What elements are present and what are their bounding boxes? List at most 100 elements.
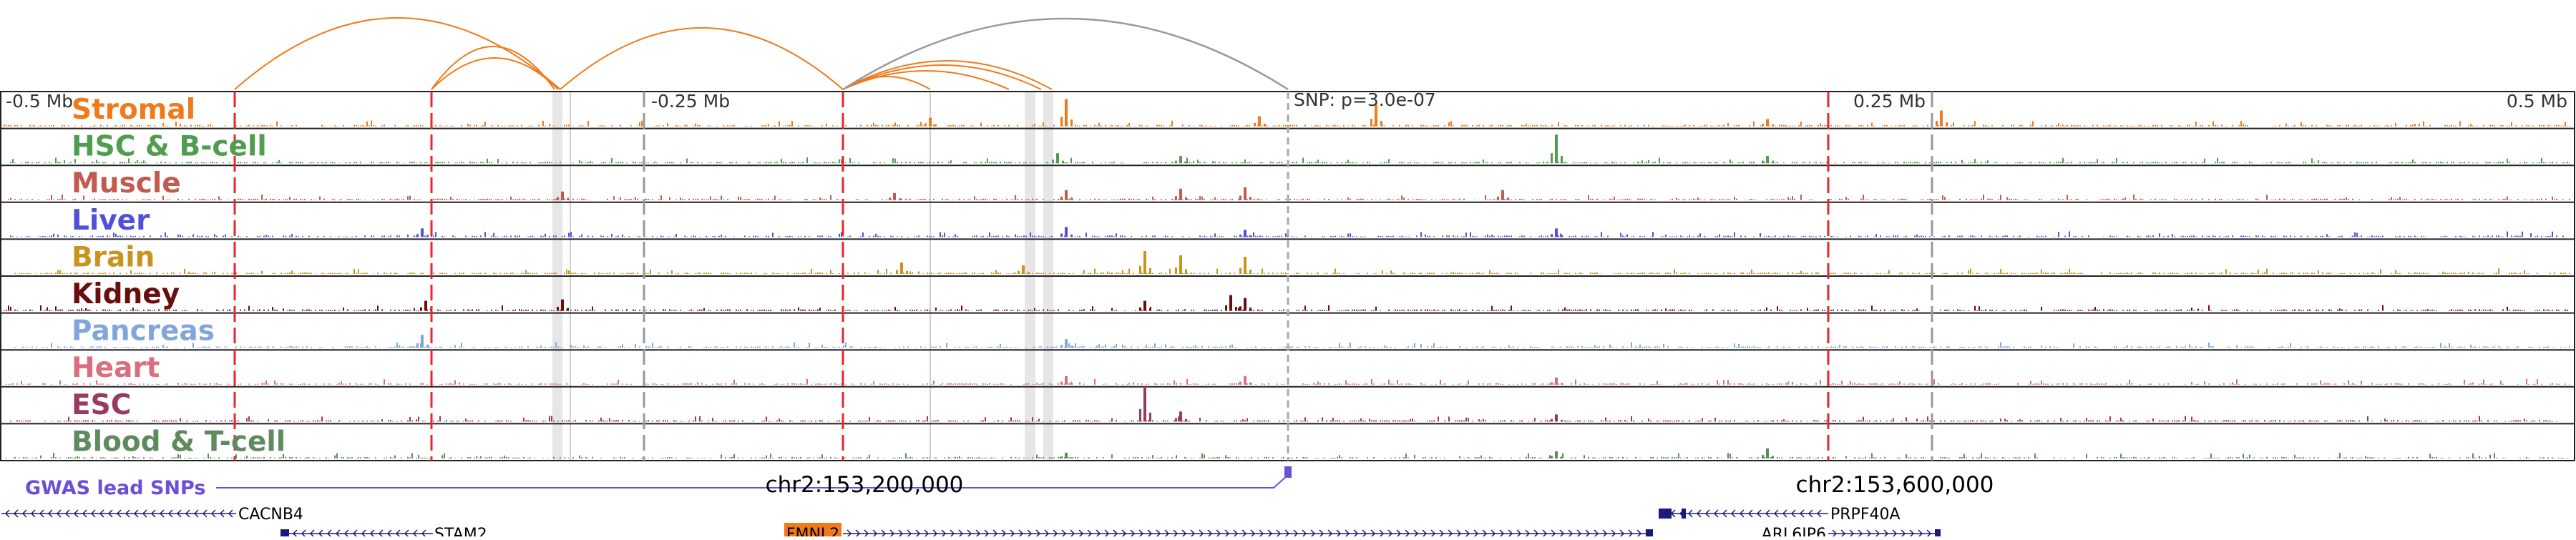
signal-peak [1175,196,1177,200]
signal-peak [426,235,429,237]
loop-arc [560,27,844,90]
gene-label: FMNL2 [786,526,839,536]
signal-peak [1561,456,1563,458]
track-label: Blood & T-cell [72,426,286,458]
signal-peak [1239,267,1241,274]
signal-peak [1561,419,1563,422]
signal-peak [1056,153,1059,164]
track-label: ESC [72,389,131,421]
signal-peak [421,335,424,348]
annotations: GWAS lead SNPs chr2:153,200,000 chr2:153,6… [1,466,1994,540]
signal-peak [567,308,569,311]
gene-exon [280,529,289,538]
signal-peak [1065,227,1068,237]
signal-peak [1139,265,1141,274]
signal-peak [1507,197,1509,200]
signal-noise [4,305,2568,311]
signal-peak [1555,228,1558,237]
signal-peak [1249,308,1252,311]
signal-peak [1070,197,1073,200]
signal-peak [1239,306,1241,311]
signal-peak [1175,267,1177,274]
gene-strand-arrows [847,529,1651,538]
signal-peak [1946,122,1948,127]
signal-peak [1022,265,1025,274]
signal-peak [1244,230,1246,237]
track-label: HSC & B-cell [72,131,267,163]
track-label: Heart [72,352,160,384]
signal-peak [1249,270,1252,274]
signal-peak [1762,160,1764,164]
signal-peak [893,192,896,200]
signal-peak [1062,160,1064,164]
signal-peak [1766,119,1769,127]
signal-peak [561,191,564,200]
loop-arc [842,60,1053,90]
gene-exon [1659,509,1672,519]
signal-peak [1551,153,1553,164]
signal-peak [1375,104,1377,127]
signal-peak [1555,451,1558,458]
signal-peak [900,262,903,274]
signal-peak [1249,235,1252,237]
signal-peak [416,234,419,237]
signal-peak [924,123,927,127]
signal-peak [1244,187,1246,200]
signal-peak [1501,190,1504,200]
signal-peak [1179,156,1182,164]
track-label: Pancreas [72,315,215,348]
signal-peak [1940,110,1943,127]
signal-peak [1065,339,1068,348]
loop-arc [431,57,559,90]
signal-noise [6,378,2570,385]
signal-peak [1060,196,1063,200]
signal-peak [1070,382,1073,385]
signal-peak [1185,161,1187,164]
loop-arc [431,46,555,90]
signal-peak [567,197,569,200]
signal-noise [6,453,2568,458]
track-labels: Stromal HSC & B-cell Muscle Liver Brain Kidne… [72,94,286,458]
signal-peak [1070,119,1073,127]
signal-peak [557,307,559,311]
signal-peak [1060,381,1063,385]
signal-peak [1065,453,1068,458]
signal-peak [1185,269,1187,274]
signal-peak [1028,272,1030,274]
coordinate-label: chr2:153,200,000 [766,472,964,498]
gene-label: CACNB4 [238,506,303,524]
signal-peak [1175,160,1177,164]
gene-label: PRPF40A [1830,506,1901,524]
signal-peak [1380,121,1382,127]
signal-peak [1018,270,1020,274]
signal-peak [1052,159,1054,164]
signal-peak [1561,383,1563,385]
signal-peak [889,197,891,200]
signal-peak [1766,156,1769,164]
signal-peak [1149,268,1151,274]
signal-peak [896,270,898,274]
signal-peak [1249,197,1252,200]
signal-noise [14,268,2570,274]
guide-lines [233,92,1933,461]
signal-noise [10,157,2570,164]
signal-peak [1143,386,1146,422]
gene-exon [1682,509,1686,519]
signal-noise [4,120,2570,127]
gwas-label: GWAS lead SNPs [25,477,205,499]
signal-peak [557,197,559,200]
signal-peak [1143,251,1146,274]
signal-noise [14,342,2570,348]
track-label: Liver [72,205,150,237]
signal-peak [1254,122,1256,127]
signal-peak [1179,411,1182,422]
signal-peak [1185,418,1187,422]
signal-peak [1239,381,1241,385]
snp-loop-arc [842,17,1289,91]
gene-strand-arrows [4,509,233,518]
signal-peak [1149,412,1151,422]
signal-peak [1060,233,1063,237]
signal-peak [1555,377,1558,385]
coordinate-label: chr2:153,600,000 [1796,472,1994,498]
